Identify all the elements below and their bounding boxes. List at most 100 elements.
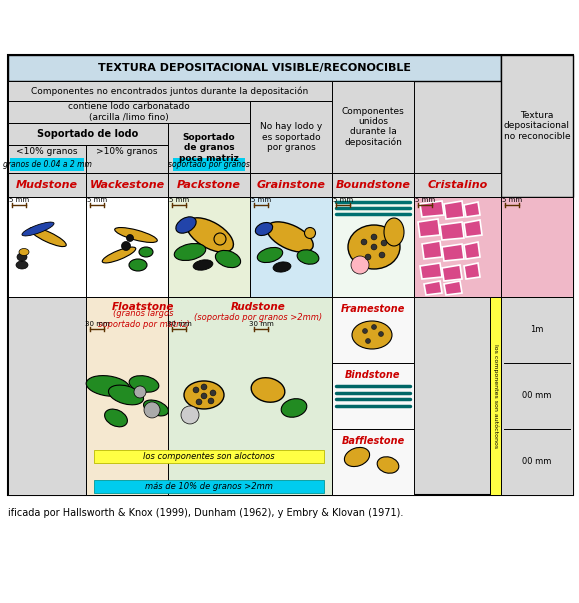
Circle shape [381, 240, 387, 246]
Text: 1m: 1m [530, 326, 544, 335]
Circle shape [379, 252, 385, 258]
Circle shape [201, 393, 207, 399]
Text: granos de 0.04 a 2 mm: granos de 0.04 a 2 mm [2, 160, 91, 169]
Bar [94, 450, 324, 463]
Bar [250, 197, 332, 297]
Ellipse shape [176, 217, 196, 233]
Text: 00 mm: 00 mm [522, 458, 552, 467]
Ellipse shape [267, 222, 313, 252]
Text: Rudstone: Rudstone [231, 302, 285, 312]
Bar [250, 101, 332, 173]
Ellipse shape [348, 225, 400, 269]
Circle shape [181, 406, 199, 424]
Text: Componentes no encontrados juntos durante la depositación: Componentes no encontrados juntos durant… [31, 86, 309, 96]
Circle shape [361, 239, 367, 245]
Bar [501, 55, 573, 197]
Bar [168, 197, 250, 297]
Polygon shape [442, 244, 464, 261]
Bar [86, 197, 168, 297]
Text: 5 mm: 5 mm [502, 197, 522, 203]
Bar [8, 197, 86, 297]
Circle shape [196, 399, 202, 405]
Circle shape [214, 233, 226, 245]
Text: >10% granos: >10% granos [96, 147, 157, 156]
Bar [332, 363, 414, 429]
Text: Soportado
de granos
poca matriz: Soportado de granos poca matriz [179, 133, 239, 163]
Circle shape [193, 387, 199, 393]
Text: 5 mm: 5 mm [87, 197, 107, 203]
Text: 30 mm: 30 mm [85, 321, 109, 327]
Ellipse shape [174, 244, 206, 260]
Circle shape [351, 256, 369, 274]
Text: Mudstone: Mudstone [16, 180, 78, 190]
Text: ificada por Hallsworth & Knox (1999), Dunham (1962), y Embry & Klovan (1971).: ificada por Hallsworth & Knox (1999), Du… [8, 508, 404, 518]
Text: 30 mm: 30 mm [248, 321, 273, 327]
Polygon shape [420, 263, 442, 279]
Bar [414, 197, 501, 297]
Bar [8, 81, 332, 101]
Text: los componentes son aloctonos: los componentes son aloctonos [143, 452, 275, 461]
Text: 5 mm: 5 mm [169, 197, 189, 203]
Bar [8, 173, 86, 197]
Ellipse shape [377, 456, 399, 473]
Circle shape [362, 329, 368, 333]
Circle shape [365, 338, 371, 344]
Circle shape [371, 234, 377, 240]
Bar [168, 297, 332, 495]
Polygon shape [464, 202, 480, 217]
Text: 5 mm: 5 mm [415, 197, 435, 203]
Ellipse shape [184, 381, 224, 409]
Ellipse shape [115, 227, 157, 242]
Ellipse shape [273, 262, 291, 272]
Text: 00 mm: 00 mm [522, 391, 552, 400]
Bar [168, 173, 250, 197]
Bar [8, 123, 168, 145]
Ellipse shape [22, 222, 54, 236]
Text: 5 mm: 5 mm [333, 197, 353, 203]
Circle shape [305, 227, 316, 239]
Text: 30 mm: 30 mm [167, 321, 192, 327]
Polygon shape [464, 220, 482, 237]
Bar [86, 297, 250, 495]
Polygon shape [444, 281, 462, 295]
Polygon shape [440, 222, 464, 240]
Ellipse shape [352, 321, 392, 349]
Ellipse shape [105, 409, 127, 427]
Polygon shape [464, 263, 480, 279]
Circle shape [122, 241, 130, 250]
Ellipse shape [16, 261, 28, 269]
Text: contiene lodo carbonatado
(arcilla /limo fino): contiene lodo carbonatado (arcilla /limo… [68, 103, 190, 122]
Ellipse shape [17, 253, 27, 261]
Circle shape [208, 398, 214, 404]
Bar [332, 81, 414, 173]
Text: Cristalino: Cristalino [427, 180, 488, 190]
Circle shape [365, 254, 371, 260]
Text: Floatstone: Floatstone [112, 302, 175, 312]
Bar [414, 173, 501, 197]
Bar [332, 197, 414, 297]
Circle shape [144, 402, 160, 418]
Ellipse shape [86, 376, 130, 396]
Ellipse shape [186, 218, 233, 252]
Polygon shape [464, 242, 480, 259]
Bar [173, 158, 245, 171]
Ellipse shape [139, 247, 153, 257]
Text: los componentes son autóctonos: los componentes son autóctonos [493, 344, 499, 448]
Text: 5 mm: 5 mm [9, 197, 29, 203]
Circle shape [379, 332, 383, 336]
Text: Soportado de lodo: Soportado de lodo [38, 129, 138, 139]
Bar [8, 297, 86, 495]
Text: soportado por granos: soportado por granos [168, 160, 250, 169]
Bar [86, 145, 168, 173]
Text: <10% granos: <10% granos [16, 147, 78, 156]
Ellipse shape [129, 376, 159, 393]
Ellipse shape [251, 377, 285, 402]
Ellipse shape [255, 223, 273, 236]
Ellipse shape [19, 248, 29, 256]
Text: No hay lodo y
es soportado
por granos: No hay lodo y es soportado por granos [260, 122, 322, 152]
Polygon shape [418, 219, 440, 237]
Text: Grainstone: Grainstone [256, 180, 325, 190]
Text: más de 10% de granos >2mm: más de 10% de granos >2mm [145, 482, 273, 491]
Text: Packstone: Packstone [177, 180, 241, 190]
Text: 5 mm: 5 mm [251, 197, 271, 203]
